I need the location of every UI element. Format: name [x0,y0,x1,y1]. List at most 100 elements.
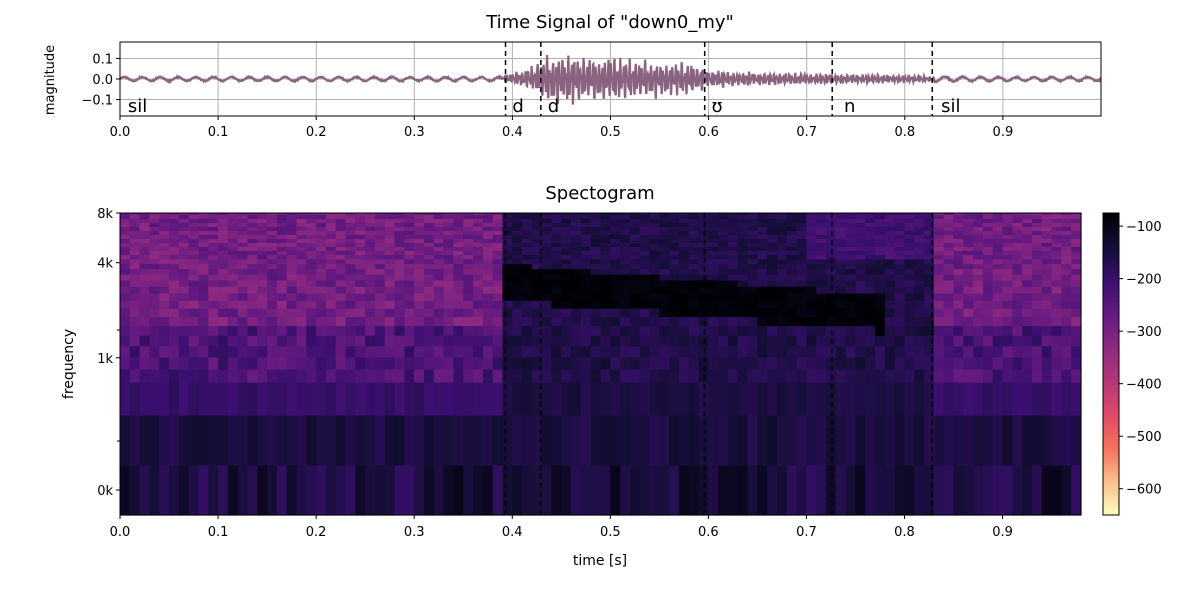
spectrogram-cell [247,286,258,294]
spectrogram-cell [580,213,592,215]
spectrogram-cell [394,246,405,251]
spectrogram-cell [325,218,337,223]
spectrogram-cell [590,274,602,281]
spectrogram-cell [629,222,641,227]
spectrogram-cell [551,230,562,235]
spectrogram-cell [777,222,788,227]
spectrogram-cell [865,242,876,247]
spectrogram-cell [620,250,631,256]
spectrogram-cell [159,230,170,235]
spectrogram-cell [924,356,935,370]
spectrogram-cell [531,345,543,358]
spectrogram-cell [816,218,827,223]
spectrogram-cell [522,222,533,227]
spectrogram-cell [129,308,141,318]
spectrogram-cell [747,218,758,223]
spectrogram-cell [306,415,317,466]
spectrogram-cell [992,214,1004,219]
spectrogram-cell [688,258,700,265]
spectrogram-cell [698,279,709,287]
spectrogram-cell [296,234,307,239]
spectrogram-cell [806,214,817,219]
spectrogram-cell [580,230,592,235]
spectrogram-cell [178,246,190,251]
spectrogram-cell [875,345,886,358]
spectrogram-cell [620,274,631,281]
spectrogram-cell [159,222,170,227]
spectrogram-cell [345,234,356,239]
spectrogram-cell [384,268,396,275]
spectrogram-cell [610,369,621,383]
spectrogram-cell [149,286,160,294]
spectrogram-cell [443,246,455,251]
spectrogram-cell [865,345,876,358]
time-signal-segment-boundaries [504,42,934,116]
spectrogram-cell [522,246,533,251]
spectrogram-cell [502,268,513,275]
spectrogram-cell [551,218,562,223]
spectrogram-cell [463,258,474,265]
spectrogram-cell [796,250,808,256]
spectrogram-cell [325,308,337,318]
spectrogram-cell [296,356,307,370]
spectrogram-cell [924,213,935,215]
spectrogram-cell [463,242,474,247]
spectrogram-cell [335,300,347,309]
spectrogram-cell [1071,325,1082,336]
spectrogram-cell [757,286,768,294]
spectrogram-cell [384,335,396,347]
spectrogram-cell [835,238,847,243]
spectrogram-cell [169,263,180,270]
spectrogram-cell [551,345,562,358]
spectrogram-cell [1012,246,1023,251]
spectrogram-cell [433,325,445,336]
spectrogram-cell [218,356,229,370]
spectrogram-cell [473,268,484,275]
spectrogram-cell [286,286,298,294]
spectrogram-cell [884,268,896,275]
spectrogram-cell [1071,292,1082,301]
spectrogram-cell [561,268,572,275]
spectrogram-cell [649,268,660,275]
spectrogram-cell [894,268,906,275]
spectrogram-cell [963,246,974,251]
spectrogram-cell [629,263,641,270]
spectrogram-cell [404,214,415,219]
spectrogram-cell [816,234,827,239]
spectrogram-cell [963,274,974,281]
spectrogram-cell [227,268,239,275]
spectrogram-cell [924,258,935,265]
spectrogram-cell [149,415,160,466]
spectrogram-cell [198,345,209,358]
spectrogram-cell [884,274,896,281]
spectrogram-cell [473,382,484,416]
spectrogram-cell [904,300,915,309]
spectrogram-cell [257,238,268,243]
spectrogram-cell [659,274,670,281]
spectrogram-cell [826,226,837,231]
spectrogram-cell [580,234,592,239]
spectrogram-cell [541,300,553,309]
spectrogram-cell [433,213,445,215]
spectrogram-cell [267,258,278,265]
spectrogram-cell [963,263,974,270]
spectrogram-cell [727,218,739,223]
spectrogram-cell [286,234,298,239]
spectrogram-cell [698,465,709,516]
spectrogram-cell [169,214,180,219]
spectrogram-cell [169,292,180,301]
spectrogram-cell [1012,238,1023,243]
spectrogram-cell [227,325,239,336]
spectrogram-cell [1071,254,1082,260]
spectrogram-cell [423,214,435,219]
spectrogram-cell [777,268,788,275]
spectrogram-cell [443,465,455,516]
spectrogram-cell [678,286,690,294]
spectrogram-cell [492,274,504,281]
spectrogram-cell [355,382,366,416]
spectrogram-cell [845,279,857,287]
spectrogram-cell [982,246,994,251]
spectrogram-cell [894,234,906,239]
spectrogram-cell [855,213,866,215]
spectrogram-cell [1051,369,1062,383]
